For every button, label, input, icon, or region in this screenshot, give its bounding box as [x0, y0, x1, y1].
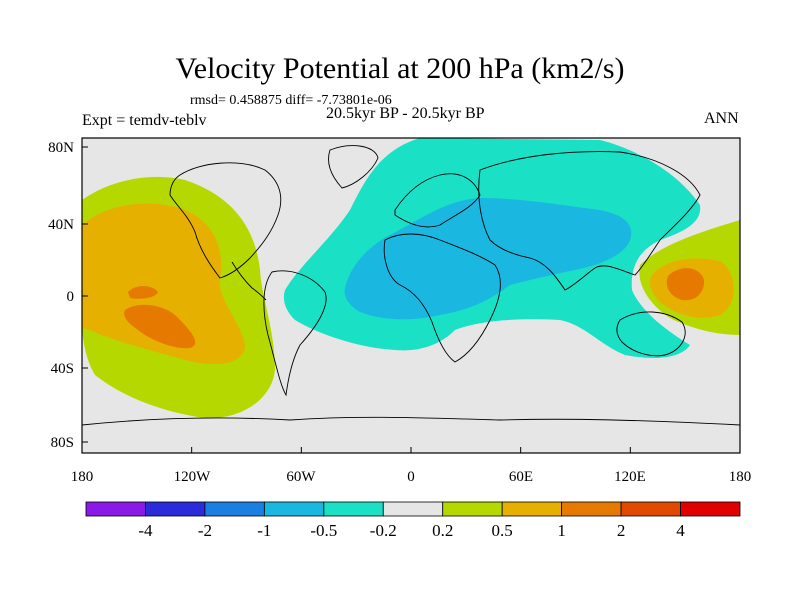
y-tick-40s: 40S — [51, 361, 74, 377]
colorbar-swatch — [263, 501, 325, 517]
x-tick-120w: 120W — [174, 469, 212, 485]
coastline-antarctica — [82, 416, 740, 426]
colorbar-label: -1 — [257, 521, 271, 540]
colorbar-label: -0.2 — [370, 521, 397, 540]
axis-ticks — [81, 146, 741, 453]
coastline-central-america — [231, 261, 267, 301]
experiment-label: Expt = temdv-teblv — [82, 112, 207, 129]
pacific-positive-strong-north — [128, 286, 158, 299]
coastline-europe — [394, 173, 481, 228]
colorbar-label: 0.2 — [432, 521, 453, 540]
colorbar-swatch — [680, 501, 741, 517]
colorbar-swatch — [145, 501, 206, 517]
x-tick-0: 0 — [407, 469, 415, 485]
colorbar-swatch — [323, 501, 384, 517]
coastlines — [82, 145, 740, 426]
period-label: 20.5kyr BP - 20.5kyr BP — [326, 105, 485, 122]
season-label: ANN — [704, 110, 739, 127]
colorbar-swatch — [620, 501, 681, 517]
coastline-africa — [383, 233, 501, 363]
colorbar-swatch — [382, 501, 444, 517]
colorbar-label: -4 — [138, 521, 153, 540]
x-tick-120e: 120E — [614, 469, 646, 485]
colorbar-label: -0.5 — [310, 521, 337, 540]
y-tick-0: 0 — [67, 289, 75, 305]
coastline-north-america — [169, 162, 282, 279]
colorbar-label: -2 — [198, 521, 212, 540]
coastline-south-america — [263, 270, 327, 397]
coastline-australia — [616, 311, 686, 357]
colorbar-label: 4 — [676, 521, 685, 540]
pacific-positive-strong — [124, 304, 196, 349]
colorbar: -4 -2 -1 -0.5 -0.2 0.2 0.5 1 2 4 — [85, 501, 741, 540]
y-tick-80s: 80S — [51, 435, 74, 451]
colorbar-label: 1 — [557, 521, 566, 540]
eurasia-negative-mid — [344, 198, 632, 320]
stats-line: rmsd= 0.458875 diff= -7.73801e-06 — [190, 93, 392, 108]
colorbar-swatch — [501, 501, 563, 517]
coastline-greenland — [328, 145, 379, 189]
pacific-positive-mid — [82, 203, 245, 365]
x-tick-180-right: 180 — [729, 469, 752, 485]
x-tick-60e: 60E — [509, 469, 533, 485]
plot-title: Velocity Potential at 200 hPa (km2/s) — [175, 52, 625, 85]
y-tick-40n: 40N — [48, 217, 74, 233]
colorbar-swatch — [204, 501, 265, 517]
colorbar-swatch — [442, 501, 503, 517]
y-tick-80n: 80N — [48, 140, 74, 156]
coastline-asia — [478, 151, 701, 291]
colorbar-swatch — [561, 501, 622, 517]
colorbar-swatch — [85, 501, 146, 517]
x-tick-60w: 60W — [286, 469, 316, 485]
colorbar-label: 0.5 — [492, 521, 513, 540]
x-tick-180-left: 180 — [71, 469, 94, 485]
field-layer — [82, 138, 740, 453]
colorbar-label: 2 — [617, 521, 626, 540]
west-pacific-positive-strong — [666, 268, 705, 301]
